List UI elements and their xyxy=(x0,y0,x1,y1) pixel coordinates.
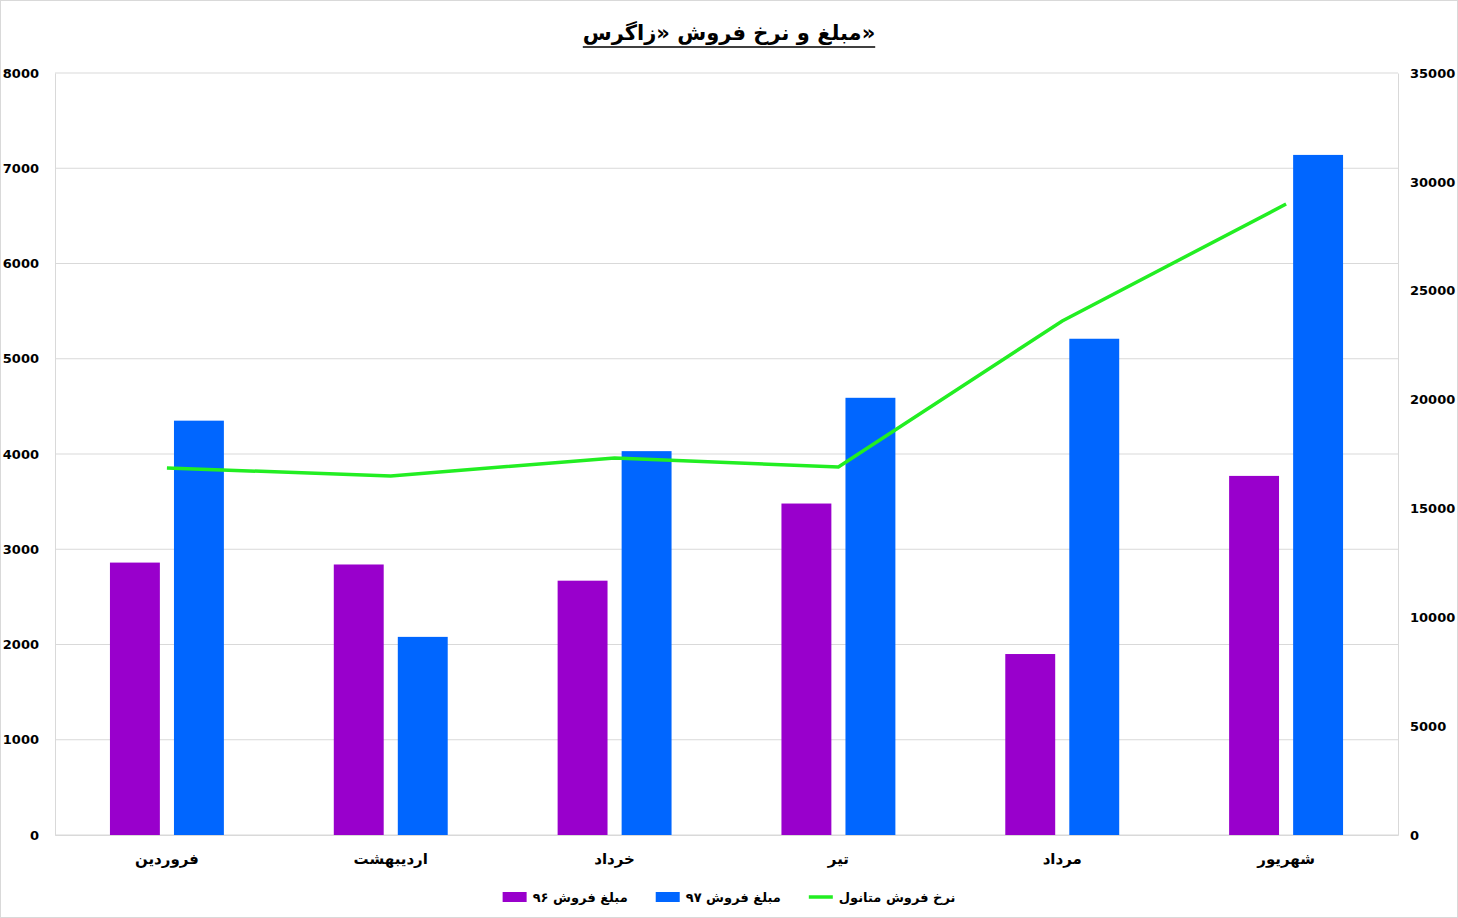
y-axis: 0 1000 2000 3000 4000 5000 6000 7000 8000 xyxy=(3,66,56,843)
x-axis: فروردین اردیبهشت خرداد تیر مرداد شهریور xyxy=(56,835,1399,868)
tick-label: 20000 xyxy=(1410,392,1455,407)
legend-swatch xyxy=(809,895,833,899)
grid-line xyxy=(55,73,1398,74)
tick: 7000 xyxy=(3,161,55,176)
plot-area xyxy=(110,155,1343,835)
grid-line xyxy=(55,454,1398,455)
bar xyxy=(558,581,608,835)
bar xyxy=(334,564,384,835)
tick-label: 4000 xyxy=(3,447,39,462)
tick-label: 1000 xyxy=(3,732,39,747)
legend-label: مبلغ فروش ۹۷ xyxy=(686,890,781,905)
tick: 0 xyxy=(1398,828,1419,843)
chart: 0 1000 2000 3000 4000 5000 6000 7000 8000 0 5000 10… xyxy=(0,0,1458,918)
tick: 30000 xyxy=(1398,175,1455,190)
tick: 2000 xyxy=(3,637,55,652)
bar xyxy=(845,398,895,835)
legend-item: مبلغ فروش ۹۷ xyxy=(656,890,781,905)
legend: مبلغ فروش ۹۶ مبلغ فروش ۹۷ نرخ فروش متانول xyxy=(503,890,956,905)
title-underline xyxy=(583,46,875,48)
y2-axis: 0 5000 10000 15000 20000 25000 30000 35000 xyxy=(1398,66,1455,843)
tick: 5000 xyxy=(1398,719,1446,734)
grid-line xyxy=(55,549,1398,550)
tick: 20000 xyxy=(1398,392,1455,407)
tick-label: 3000 xyxy=(3,542,39,557)
bar xyxy=(1229,476,1279,835)
tick-label: 35000 xyxy=(1410,66,1455,81)
tick: تیر xyxy=(827,835,849,868)
bar xyxy=(398,637,448,835)
tick-label: 5000 xyxy=(1410,719,1446,734)
bar xyxy=(1293,155,1343,835)
tick: 1000 xyxy=(3,732,55,747)
grid-line xyxy=(55,739,1398,740)
tick-label: خرداد xyxy=(594,850,635,868)
line xyxy=(167,204,1286,476)
tick-label: 15000 xyxy=(1410,501,1455,516)
tick: 8000 xyxy=(3,66,55,81)
tick-label: 8000 xyxy=(3,66,39,81)
bar xyxy=(174,421,224,835)
axis-line xyxy=(1398,74,1399,836)
tick: خرداد xyxy=(594,835,635,868)
tick: 10000 xyxy=(1398,610,1455,625)
tick-label: مرداد xyxy=(1043,850,1082,868)
tick-label: اردیبهشت xyxy=(354,850,428,868)
axis-line xyxy=(55,74,56,836)
legend-label: نرخ فروش متانول xyxy=(839,890,956,905)
tick: فروردین xyxy=(135,835,199,868)
bar xyxy=(1005,654,1055,835)
grid-line xyxy=(55,358,1398,359)
tick-label: فروردین xyxy=(135,850,199,868)
tick: 35000 xyxy=(1398,66,1455,81)
legend-swatch xyxy=(503,892,527,902)
tick: مرداد xyxy=(1043,835,1082,868)
tick-label: شهریور xyxy=(1256,850,1315,868)
tick: اردیبهشت xyxy=(354,835,428,868)
tick-label: تیر xyxy=(827,850,849,868)
tick: شهریور xyxy=(1256,835,1315,868)
legend-item: نرخ فروش متانول xyxy=(809,890,956,905)
tick: 4000 xyxy=(3,447,55,462)
tick: 25000 xyxy=(1398,283,1455,298)
tick: 6000 xyxy=(3,256,55,271)
grid xyxy=(55,73,1398,835)
tick-label: 2000 xyxy=(3,637,39,652)
legend-label: مبلغ فروش ۹۶ xyxy=(533,890,628,905)
grid-line xyxy=(55,835,1398,836)
tick-label: 5000 xyxy=(3,351,39,366)
tick-label: 6000 xyxy=(3,256,39,271)
legend-item: مبلغ فروش ۹۶ xyxy=(503,890,628,905)
bar xyxy=(110,563,160,835)
frame xyxy=(1,1,1458,918)
tick: 0 xyxy=(30,828,55,843)
tick: 3000 xyxy=(3,542,55,557)
title: مبلغ و نرخ فروش «زاگرس» xyxy=(583,20,875,45)
axis-line xyxy=(56,835,1399,836)
tick-label: 10000 xyxy=(1410,610,1455,625)
grid-line xyxy=(55,263,1398,264)
tick-label: 30000 xyxy=(1410,175,1455,190)
bar-series xyxy=(174,155,1343,835)
bar xyxy=(622,451,672,835)
tick: 5000 xyxy=(3,351,55,366)
tick-label: 0 xyxy=(30,828,39,843)
tick: 15000 xyxy=(1398,501,1455,516)
grid-line xyxy=(55,168,1398,169)
legend-swatch xyxy=(656,892,680,902)
bar xyxy=(1069,339,1119,835)
grid-line xyxy=(55,644,1398,645)
tick-label: 25000 xyxy=(1410,283,1455,298)
tick-label: 0 xyxy=(1410,828,1419,843)
bar xyxy=(781,504,831,835)
tick-label: 7000 xyxy=(3,161,39,176)
